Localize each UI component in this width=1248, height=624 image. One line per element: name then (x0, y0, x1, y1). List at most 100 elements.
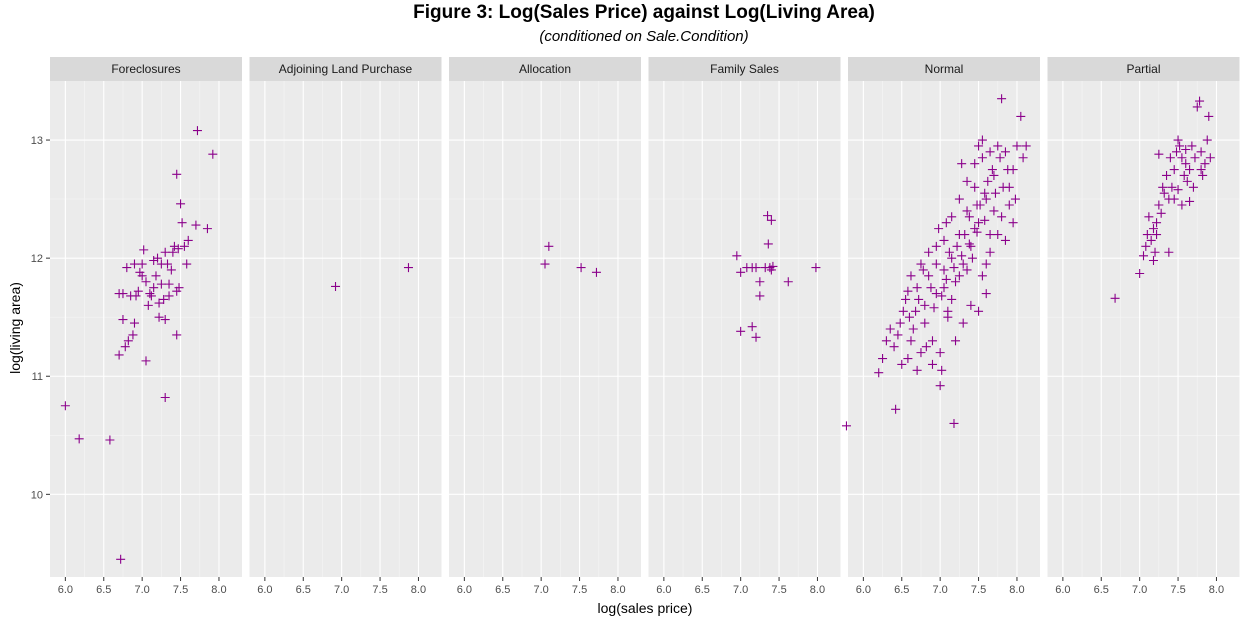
data-point (916, 348, 926, 358)
data-point (1181, 144, 1191, 154)
data-point (903, 354, 913, 364)
data-point (1139, 251, 1148, 261)
data-point (1154, 149, 1164, 159)
data-point (1158, 182, 1168, 192)
data-point (149, 256, 159, 266)
x-tick-label: 7.5 (173, 584, 188, 596)
strip-background (648, 57, 841, 81)
data-point (105, 435, 115, 445)
data-point (1167, 182, 1177, 192)
data-point (964, 239, 974, 249)
data-point (918, 265, 928, 275)
y-tick-label: 12 (31, 253, 43, 265)
data-point (403, 263, 413, 273)
data-point (1000, 147, 1010, 157)
data-point (1173, 185, 1183, 195)
data-point (1202, 135, 1212, 145)
data-point (974, 218, 984, 228)
data-point (981, 259, 991, 269)
data-point (160, 315, 170, 325)
data-point (987, 165, 997, 175)
data-point (1200, 159, 1210, 169)
data-point (139, 245, 149, 255)
data-point (164, 279, 174, 289)
data-point (964, 212, 974, 222)
data-point (920, 318, 930, 328)
data-point (972, 227, 982, 237)
data-point (885, 324, 895, 334)
data-point (118, 289, 128, 299)
data-point (906, 271, 916, 281)
data-point (901, 294, 911, 304)
data-point (935, 381, 945, 391)
strip-label: Adjoining Land Purchase (279, 62, 413, 76)
data-point (980, 188, 990, 198)
data-point (202, 224, 212, 234)
data-point (1179, 170, 1189, 180)
data-point (1159, 188, 1169, 198)
data-point (939, 235, 949, 245)
data-point (962, 206, 972, 216)
data-point (895, 318, 905, 328)
data-point (951, 336, 961, 346)
data-point (958, 318, 968, 328)
data-point (937, 291, 947, 301)
data-point (151, 271, 161, 281)
data-point (192, 126, 202, 136)
data-point (74, 434, 84, 444)
x-tick-label: 8.0 (211, 584, 226, 596)
data-point (755, 291, 765, 301)
data-point (1152, 230, 1162, 240)
data-point (747, 322, 757, 332)
data-point (841, 421, 851, 431)
data-point (146, 291, 156, 301)
data-point (141, 277, 151, 287)
data-point (133, 286, 143, 296)
data-point (962, 265, 972, 275)
data-point (924, 247, 934, 257)
data-point (159, 294, 169, 304)
data-point (1182, 176, 1192, 186)
data-point (736, 267, 746, 277)
data-point (1173, 135, 1183, 145)
data-point (182, 259, 192, 269)
data-point (906, 336, 916, 346)
data-point (1192, 102, 1202, 112)
x-axis-title: log(sales price) (598, 600, 693, 616)
data-point (908, 324, 918, 334)
data-point (1177, 200, 1187, 210)
data-point (191, 220, 201, 230)
panel-foreclosures: Foreclosures 6.0 6.5 7.0 7.5 8.0 (50, 57, 242, 596)
data-point (120, 342, 130, 352)
data-point (997, 212, 1007, 222)
data-point (941, 218, 951, 228)
data-point (131, 291, 141, 301)
data-point (995, 153, 1005, 163)
x-tick-label: 7.0 (733, 584, 748, 596)
data-point (751, 263, 761, 273)
x-tick-label: 7.0 (135, 584, 150, 596)
strip-label: Normal (925, 62, 964, 76)
data-point (172, 330, 182, 340)
x-tick-label: 7.5 (372, 584, 387, 596)
data-point (1164, 247, 1174, 257)
data-point (947, 253, 957, 263)
data-point (960, 230, 970, 240)
data-point (993, 141, 1003, 151)
data-point (1175, 141, 1185, 151)
data-point (903, 286, 913, 296)
data-point (736, 326, 746, 336)
data-point (972, 200, 982, 210)
data-point (967, 253, 977, 263)
data-point (1152, 218, 1162, 228)
data-point (143, 300, 153, 310)
data-point (912, 365, 922, 375)
data-point (1018, 153, 1028, 163)
data-point (939, 265, 949, 275)
data-point (164, 291, 174, 301)
data-point (154, 312, 164, 322)
data-point (114, 350, 124, 360)
data-point (168, 247, 178, 257)
